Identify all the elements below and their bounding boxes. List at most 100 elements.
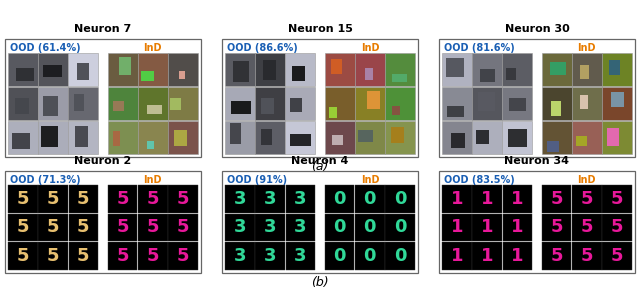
Bar bbox=[231, 101, 252, 114]
Bar bbox=[41, 126, 58, 147]
Bar bbox=[255, 185, 285, 213]
Bar bbox=[385, 242, 415, 270]
Bar bbox=[439, 171, 635, 273]
Bar bbox=[607, 128, 619, 146]
Bar bbox=[225, 53, 255, 86]
Bar bbox=[108, 242, 138, 270]
Text: 1: 1 bbox=[511, 247, 524, 265]
Text: (a): (a) bbox=[311, 160, 329, 173]
Bar bbox=[442, 87, 472, 120]
Text: 5: 5 bbox=[116, 219, 129, 237]
Bar bbox=[551, 101, 561, 116]
Text: OOD (83.5%): OOD (83.5%) bbox=[444, 175, 515, 185]
Text: OOD (61.4%): OOD (61.4%) bbox=[10, 43, 81, 53]
Text: 5: 5 bbox=[47, 247, 60, 265]
Bar bbox=[572, 214, 602, 241]
Bar bbox=[602, 87, 632, 120]
Bar bbox=[542, 53, 572, 86]
Text: 0: 0 bbox=[333, 219, 346, 237]
Text: 0: 0 bbox=[333, 247, 346, 265]
Text: 5: 5 bbox=[611, 247, 623, 265]
Bar bbox=[261, 129, 272, 145]
Text: OOD (91%): OOD (91%) bbox=[227, 175, 287, 185]
Bar bbox=[442, 214, 472, 241]
Bar bbox=[290, 134, 310, 146]
Text: InD: InD bbox=[578, 43, 596, 53]
Bar bbox=[108, 87, 138, 120]
Bar bbox=[138, 185, 168, 213]
Bar bbox=[255, 121, 285, 154]
Text: 5: 5 bbox=[147, 190, 159, 208]
Bar bbox=[285, 185, 315, 213]
Bar bbox=[255, 242, 285, 270]
Text: 5: 5 bbox=[17, 190, 29, 208]
Bar bbox=[285, 242, 315, 270]
Text: 5: 5 bbox=[580, 247, 593, 265]
Bar bbox=[285, 121, 315, 154]
Bar bbox=[261, 98, 275, 114]
Bar bbox=[472, 121, 502, 154]
Bar bbox=[147, 105, 162, 114]
Text: 0: 0 bbox=[364, 247, 376, 265]
Bar bbox=[358, 130, 373, 142]
Text: 0: 0 bbox=[333, 190, 346, 208]
Bar bbox=[174, 130, 187, 146]
Bar bbox=[285, 214, 315, 241]
Text: 5: 5 bbox=[177, 247, 189, 265]
Bar bbox=[38, 214, 68, 241]
Text: 5: 5 bbox=[147, 219, 159, 237]
Text: 0: 0 bbox=[394, 219, 406, 237]
Text: 0: 0 bbox=[364, 190, 376, 208]
Bar bbox=[68, 185, 98, 213]
Text: 5: 5 bbox=[47, 190, 60, 208]
Text: 1: 1 bbox=[451, 190, 463, 208]
Text: Neuron 30: Neuron 30 bbox=[504, 24, 570, 34]
Bar bbox=[542, 214, 572, 241]
Bar bbox=[602, 121, 632, 154]
Bar bbox=[138, 53, 168, 86]
Bar bbox=[325, 214, 355, 241]
Bar bbox=[325, 87, 355, 120]
Text: Neuron 34: Neuron 34 bbox=[504, 156, 570, 166]
Bar bbox=[385, 214, 415, 241]
Bar bbox=[508, 129, 527, 147]
Bar bbox=[68, 242, 98, 270]
Bar bbox=[138, 242, 168, 270]
Text: 3: 3 bbox=[294, 219, 307, 237]
Bar bbox=[225, 185, 255, 213]
Bar bbox=[168, 53, 198, 86]
Text: 1: 1 bbox=[511, 219, 524, 237]
Bar bbox=[355, 121, 385, 154]
Bar bbox=[478, 92, 495, 111]
Bar bbox=[542, 87, 572, 120]
Bar bbox=[542, 242, 572, 270]
Text: 5: 5 bbox=[47, 219, 60, 237]
Bar bbox=[355, 242, 385, 270]
Text: InD: InD bbox=[143, 175, 162, 185]
Text: InD: InD bbox=[143, 43, 162, 53]
Bar bbox=[367, 91, 380, 109]
Bar bbox=[472, 87, 502, 120]
Text: InD: InD bbox=[578, 175, 596, 185]
Text: 3: 3 bbox=[294, 247, 307, 265]
Text: 5: 5 bbox=[17, 219, 29, 237]
Bar bbox=[8, 242, 38, 270]
Bar bbox=[442, 185, 472, 213]
Bar bbox=[502, 121, 532, 154]
Text: 0: 0 bbox=[394, 247, 406, 265]
Bar bbox=[331, 60, 342, 74]
Text: 5: 5 bbox=[611, 190, 623, 208]
Text: 1: 1 bbox=[451, 247, 463, 265]
Text: OOD (81.6%): OOD (81.6%) bbox=[444, 43, 515, 53]
Text: 3: 3 bbox=[294, 190, 307, 208]
Bar bbox=[138, 87, 168, 120]
Bar bbox=[506, 68, 516, 80]
Bar bbox=[609, 60, 620, 75]
Bar bbox=[392, 106, 399, 115]
Bar bbox=[442, 121, 472, 154]
Bar bbox=[355, 185, 385, 213]
Text: 5: 5 bbox=[550, 247, 563, 265]
Bar bbox=[225, 87, 255, 120]
Bar bbox=[5, 39, 201, 157]
Bar bbox=[138, 121, 168, 154]
